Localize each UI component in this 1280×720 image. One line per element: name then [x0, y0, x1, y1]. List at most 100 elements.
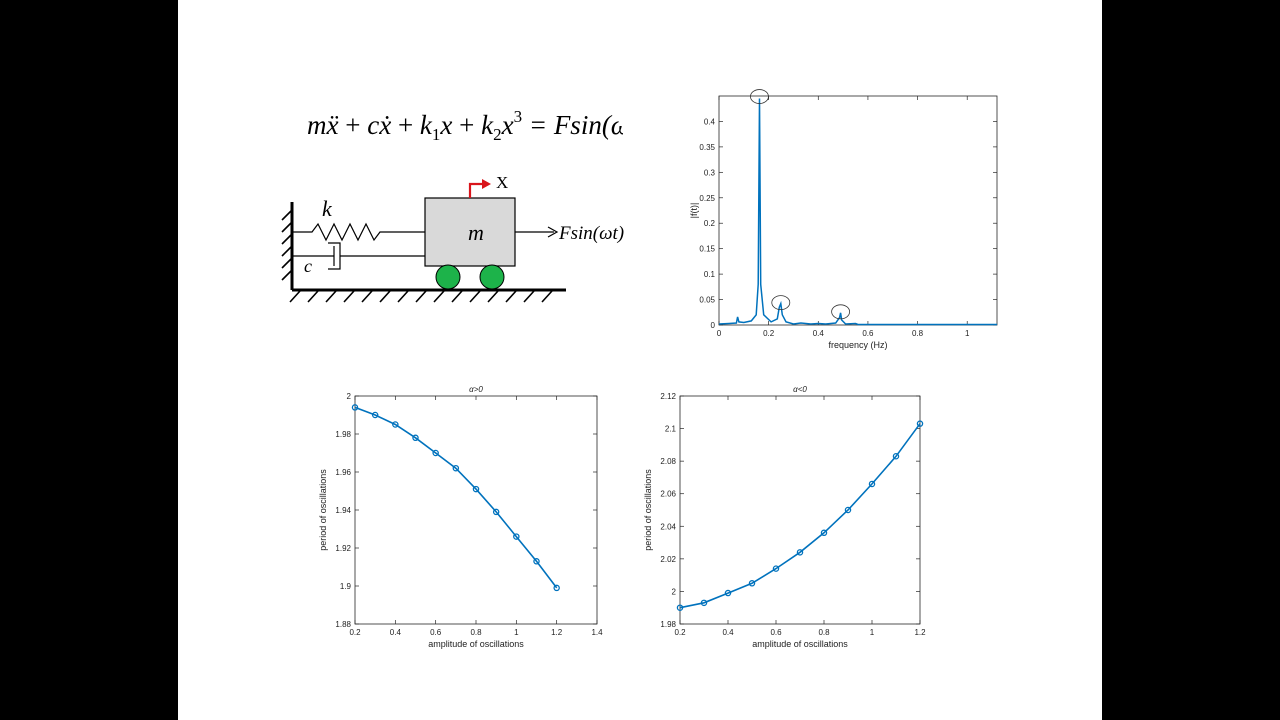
eq-rhs: = Fsin(ωt): [522, 110, 623, 140]
data-point: [868, 480, 876, 488]
peak-circle: [750, 89, 769, 104]
x-axis-label: frequency (Hz): [828, 340, 887, 350]
y-tick-label: 0.35: [699, 143, 715, 152]
y-tick-label: 2: [672, 587, 677, 596]
x-tick-label: 0.8: [470, 628, 482, 637]
data-point: [700, 599, 708, 607]
displacement-label: X: [496, 173, 508, 192]
eq-c: c: [367, 110, 379, 140]
period-alpha-negative-chart: 0.2 0.4 0.6 0.8 1 1.2 1.98 2 2.02 2.04 2.06 2.08 2.1…: [643, 385, 926, 649]
x-tick-label: 0.4: [390, 628, 402, 637]
y-tick-label: 1.94: [335, 506, 351, 515]
wheel-left: [435, 264, 461, 290]
y-tick-label: 0.1: [704, 270, 716, 279]
y-axis-label: period of oscillations: [643, 469, 653, 551]
data-point: [820, 529, 828, 537]
x-tick-label: 1: [870, 628, 875, 637]
y-tick-label: 2.12: [660, 392, 676, 401]
period-alpha-positive-chart: 0.2 0.4 0.6 0.8 1 1.2 1.4 1.88 1.9 1.92 1.94 1.96 1.…: [318, 385, 603, 649]
data-point: [472, 485, 480, 493]
y-tick-label: 1.98: [660, 620, 676, 629]
data-point: [371, 411, 379, 419]
data-point: [513, 533, 520, 540]
x-tick-label: 0.2: [763, 329, 775, 338]
data-point: [432, 449, 439, 457]
x-tick-label: 0.6: [862, 329, 874, 338]
x-tick-label: 0.6: [770, 628, 782, 637]
mass-spring-diagram: k c m X Fsin(ωt): [281, 173, 624, 303]
data-point: [676, 604, 684, 611]
series-line: [354, 406, 558, 589]
x-tick-label: 1: [965, 329, 970, 338]
data-point: [772, 565, 780, 572]
x-tick-label: 0.2: [674, 628, 686, 637]
peak-circle: [831, 304, 851, 320]
peak-circle: [771, 295, 791, 311]
x-tick-label: 1.2: [914, 628, 926, 637]
data-point: [351, 404, 359, 411]
x-tick-label: 0.8: [912, 329, 924, 338]
plot-area: [718, 95, 998, 326]
x-tick-label: 1.4: [591, 628, 603, 637]
wheel-right: [479, 264, 505, 290]
mass-label: m: [468, 220, 484, 245]
y-tick-label: 1.92: [335, 544, 351, 553]
x-axis-label: amplitude of oscillations: [752, 639, 848, 649]
eq-xd: ẋ: [378, 110, 391, 140]
data-point: [916, 420, 924, 427]
y-tick-label: 0.05: [699, 296, 715, 305]
x-tick-label: 0.4: [813, 329, 825, 338]
eq-sup3: 3: [514, 107, 523, 126]
x-tick-label: 0.6: [430, 628, 442, 637]
spring: [292, 222, 425, 242]
y-tick-label: 2: [347, 392, 352, 401]
y-tick-label: 0.2: [704, 219, 716, 228]
y-tick-label: 2.06: [660, 490, 676, 499]
eq-m: m: [307, 110, 327, 140]
y-tick-label: 1.9: [340, 582, 352, 591]
y-tick-label: 0.3: [704, 168, 716, 177]
data-point: [452, 464, 460, 472]
data-point: [748, 580, 756, 587]
series-line: [718, 98, 997, 326]
wall-hatch: [281, 209, 293, 281]
x-tick-label: 0.4: [722, 628, 734, 637]
eq-plus3: +: [452, 110, 481, 140]
spring-label: k: [322, 196, 333, 221]
data-point: [892, 453, 900, 460]
y-axis-label: period of oscillations: [318, 469, 328, 551]
y-tick-label: 0.4: [704, 117, 716, 126]
x-axis-label: amplitude of oscillations: [428, 639, 524, 649]
x-tick-label: 0.2: [349, 628, 361, 637]
y-tick-label: 0.25: [699, 194, 715, 203]
plot-area: [679, 395, 921, 625]
eq-plus1: +: [338, 110, 367, 140]
data-point: [392, 421, 399, 428]
y-tick-label: 1.96: [335, 468, 351, 477]
mass-block: [424, 197, 516, 267]
data-point: [796, 549, 804, 556]
series-line: [679, 423, 921, 609]
y-tick-label: 2.1: [665, 425, 677, 434]
y-tick-label: 0: [711, 321, 716, 330]
y-tick-label: 1.98: [335, 430, 351, 439]
data-point: [553, 584, 560, 592]
y-tick-label: 2.04: [660, 522, 676, 531]
plot-area: [354, 395, 598, 625]
eq-xdd: ẍ: [326, 110, 339, 140]
eq-k2: k: [481, 110, 494, 140]
y-tick-label: 0.15: [699, 245, 715, 254]
eq-x1: x: [439, 110, 452, 140]
eq-x3: x: [501, 110, 514, 140]
eq-sub1: 1: [432, 125, 441, 144]
y-tick-label: 1.88: [335, 620, 351, 629]
slide: mẍ + cẋ + k1x + k2x3 = Fsin(ωt) k c m: [178, 0, 1102, 720]
eq-k1: k: [420, 110, 433, 140]
eq-sub2: 2: [493, 125, 502, 144]
x-tick-label: 0.8: [818, 628, 830, 637]
x-tick-label: 0: [717, 329, 722, 338]
x-tick-label: 1: [514, 628, 519, 637]
force-label: Fsin(ωt): [558, 223, 624, 244]
fft-chart: 0 0.2 0.4 0.6 0.8 1 0 0.05 0.1 0.15 0.2 0.25 0.3 0.35…: [689, 89, 998, 350]
data-point: [844, 506, 852, 514]
